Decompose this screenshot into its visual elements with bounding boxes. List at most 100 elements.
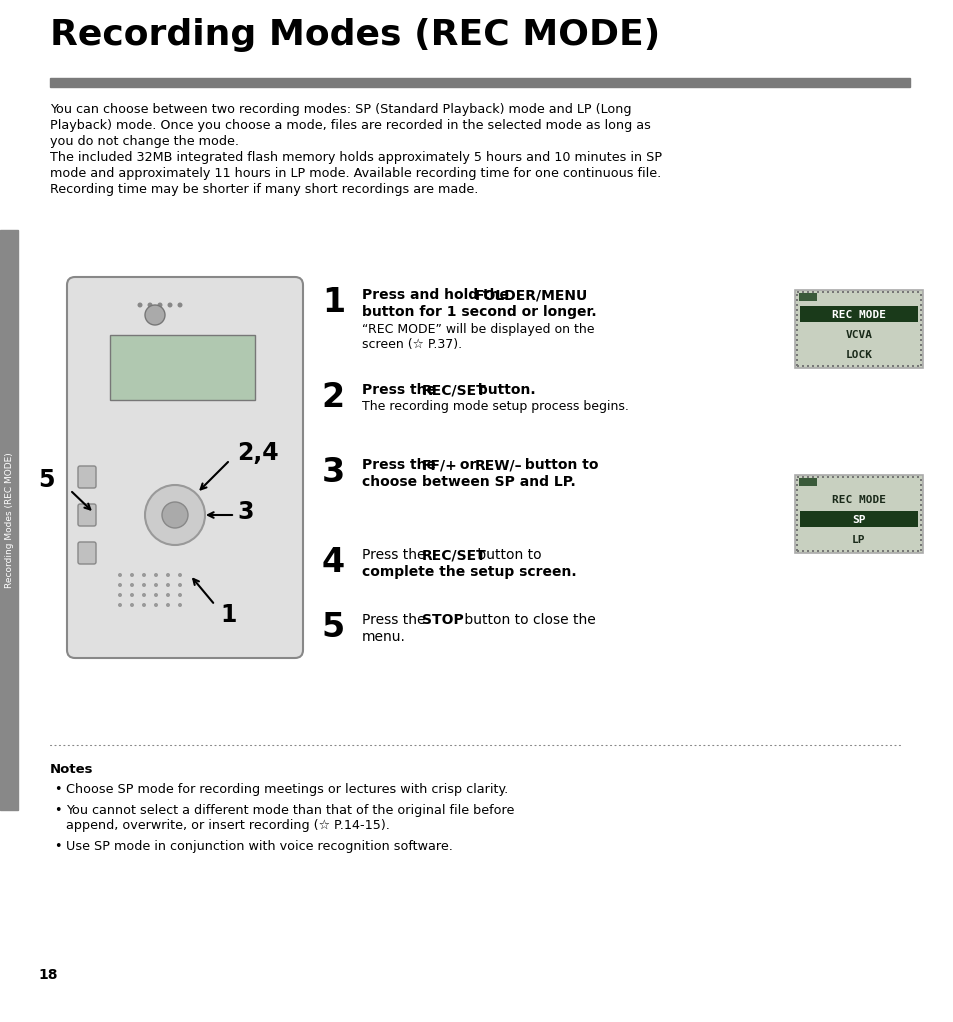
Text: STOP: STOP (421, 613, 463, 628)
Bar (862, 365, 863, 367)
Bar (831, 291, 833, 293)
Circle shape (153, 573, 158, 577)
Bar (919, 535, 921, 536)
Bar (816, 550, 818, 552)
Bar (919, 324, 921, 326)
Circle shape (168, 303, 172, 308)
Bar (796, 476, 799, 478)
Circle shape (153, 593, 158, 597)
Bar (919, 364, 921, 366)
Bar (866, 365, 868, 367)
Circle shape (130, 603, 133, 607)
Bar (831, 550, 833, 552)
Bar (919, 489, 921, 491)
Text: SP: SP (851, 515, 864, 525)
Bar (795, 349, 797, 351)
Bar (919, 544, 921, 546)
Bar (891, 365, 893, 367)
Bar (795, 309, 797, 311)
Bar (821, 550, 823, 552)
Text: “REC MODE” will be displayed on the: “REC MODE” will be displayed on the (361, 323, 594, 336)
Bar (906, 550, 908, 552)
Bar (831, 476, 833, 478)
Bar (801, 365, 803, 367)
Bar (795, 319, 797, 321)
Bar (919, 509, 921, 511)
Text: Notes: Notes (50, 763, 93, 776)
Text: or: or (455, 458, 480, 472)
FancyBboxPatch shape (78, 504, 96, 526)
Bar (795, 514, 797, 516)
Text: 3: 3 (321, 456, 345, 489)
Bar (50, 78, 909, 87)
Bar (896, 476, 898, 478)
Bar (919, 354, 921, 356)
Bar (862, 291, 863, 293)
Bar (796, 291, 799, 293)
Bar (876, 476, 878, 478)
Bar (851, 550, 853, 552)
Bar (871, 291, 873, 293)
Text: mode and approximately 11 hours in LP mode. Available recording time for one con: mode and approximately 11 hours in LP mo… (50, 167, 660, 180)
Circle shape (166, 583, 170, 587)
Bar (906, 365, 908, 367)
Text: •: • (54, 840, 61, 853)
Bar (795, 509, 797, 511)
Bar (882, 291, 883, 293)
Bar (826, 476, 828, 478)
Circle shape (166, 603, 170, 607)
Bar (795, 489, 797, 491)
Bar (919, 339, 921, 341)
Text: button.: button. (473, 383, 535, 397)
Bar (811, 365, 813, 367)
Circle shape (118, 583, 122, 587)
Bar (919, 329, 921, 331)
Bar (901, 550, 903, 552)
Bar (862, 550, 863, 552)
Circle shape (142, 603, 146, 607)
Text: 2,4: 2,4 (236, 442, 278, 465)
Bar (851, 291, 853, 293)
Bar (831, 365, 833, 367)
Circle shape (178, 583, 182, 587)
Bar (919, 314, 921, 316)
Circle shape (118, 573, 122, 577)
Bar (919, 349, 921, 351)
Text: 3: 3 (236, 500, 253, 524)
Bar (911, 476, 913, 478)
Bar (896, 365, 898, 367)
Circle shape (145, 305, 165, 325)
Bar (806, 476, 808, 478)
Bar (919, 549, 921, 551)
Text: choose between SP and LP.: choose between SP and LP. (361, 475, 576, 489)
Text: 1: 1 (220, 603, 236, 628)
Circle shape (153, 603, 158, 607)
Text: REC/SET: REC/SET (421, 548, 486, 562)
Bar (846, 550, 848, 552)
Bar (919, 484, 921, 486)
Text: button to: button to (473, 548, 541, 562)
Bar (801, 476, 803, 478)
Bar (876, 365, 878, 367)
Circle shape (142, 593, 146, 597)
Bar (795, 479, 797, 481)
Bar (806, 550, 808, 552)
Bar (916, 291, 918, 293)
Bar (911, 550, 913, 552)
Text: REC MODE: REC MODE (831, 495, 885, 505)
Bar (906, 476, 908, 478)
Bar (916, 365, 918, 367)
Bar (795, 494, 797, 496)
Circle shape (178, 603, 182, 607)
Bar (801, 550, 803, 552)
Bar (871, 365, 873, 367)
Bar (911, 365, 913, 367)
Bar (806, 291, 808, 293)
Bar (794, 290, 923, 368)
Text: The recording mode setup process begins.: The recording mode setup process begins. (361, 400, 628, 413)
Circle shape (166, 593, 170, 597)
Bar (836, 365, 838, 367)
Circle shape (166, 573, 170, 577)
Bar (800, 511, 917, 527)
Text: The included 32MB integrated flash memory holds approximately 5 hours and 10 min: The included 32MB integrated flash memor… (50, 151, 661, 164)
